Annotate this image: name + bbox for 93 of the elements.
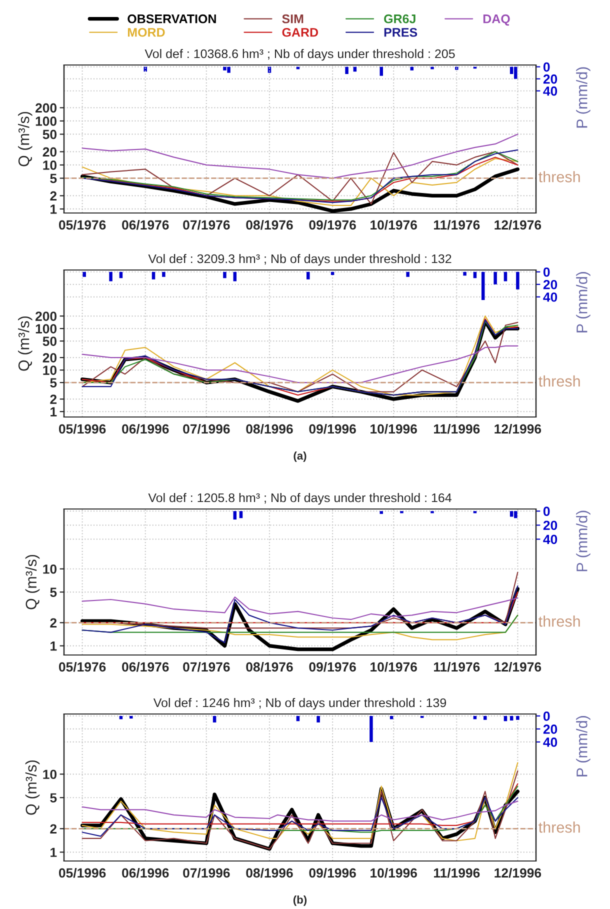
x-tick-label: 09/1976	[309, 220, 356, 230]
x-tick-label: 07/1996	[183, 424, 230, 434]
x-tick-label: 05/1976	[58, 220, 106, 230]
y-tick-label: 5	[50, 174, 57, 184]
y-tick-label: 20	[42, 353, 57, 362]
x-tick-label: 11/1976	[434, 220, 480, 230]
y-axis-title: Q (m³/s)	[18, 316, 32, 371]
y2-tick-label: 40	[543, 86, 558, 96]
x-tick-label: 05/1996	[58, 424, 106, 434]
x-tick-label: 05/1976	[58, 662, 106, 672]
text: (a)	[294, 452, 306, 462]
x-tick-label: 07/1976	[183, 662, 230, 672]
y2-tick-label: 0	[543, 506, 550, 516]
x-tick-label: 06/1976	[122, 220, 169, 230]
x-tick-label: 12/1976	[494, 662, 542, 672]
x-tick-label: 10/1976	[370, 662, 417, 672]
y-tick-label: 200	[36, 312, 57, 321]
x-tick-label: 12/1996	[494, 868, 542, 878]
x-tick-label: 07/1976	[183, 220, 230, 230]
chart-title: Vol def : 10368.6 hm³ ; Nb of days under threshold : 205	[144, 48, 455, 61]
x-tick-label: 12/1976	[494, 220, 542, 230]
y2-tick-label: 40	[543, 534, 558, 544]
y2-tick-label: 40	[543, 292, 558, 302]
x-tick-label: 11/1996	[434, 868, 480, 878]
y-tick-label: 1	[50, 204, 57, 214]
x-tick-label: 08/1976	[246, 662, 293, 672]
x-tick-label: 09/1976	[309, 662, 356, 672]
y2-tick-label: 0	[543, 62, 550, 72]
x-tick-label: 11/1976	[434, 662, 480, 672]
y-tick-label: 1	[50, 407, 57, 416]
y-tick-label: 5	[50, 793, 57, 803]
x-tick-label: 08/1996	[246, 424, 293, 434]
x-tick-label: 05/1996	[58, 868, 106, 878]
y-tick-label: 2	[50, 394, 57, 404]
x-tick-label: 10/1996	[370, 868, 417, 878]
y-tick-label: 1	[50, 642, 57, 651]
y-tick-label: 5	[50, 378, 57, 388]
y-tick-label: 2	[50, 618, 57, 628]
legend-label: GR6J	[384, 14, 416, 24]
y-tick-label: 20	[42, 147, 57, 157]
chart-title: Vol def : 3209.3 hm³ ; Nb of days under threshold : 132	[148, 254, 452, 266]
ref-line-label: thresh	[538, 171, 580, 182]
y-tick-label: 2	[50, 824, 57, 834]
x-tick-label: 10/1976	[370, 220, 417, 230]
y2-axis-title: P (mm/d)	[576, 510, 590, 572]
chart-title: Vol def : 1205.8 hm³ ; Nb of days under threshold : 164	[148, 492, 452, 505]
x-tick-label: 08/1996	[246, 868, 293, 878]
x-tick-label: 12/1996	[494, 424, 542, 434]
y2-tick-label: 20	[543, 520, 558, 530]
y-tick-label: 50	[42, 130, 57, 140]
y2-tick-label: 20	[543, 74, 558, 84]
legend-label: PRES	[384, 28, 418, 37]
y2-axis-title: P (mm/d)	[576, 716, 590, 776]
x-tick-label: 06/1996	[122, 424, 169, 434]
legend-label: OBSERVATION	[128, 14, 216, 24]
y-tick-label: 200	[36, 103, 57, 113]
y-tick-label: 10	[43, 770, 57, 780]
ref-line-label: thresh	[538, 616, 580, 627]
y-tick-label: 10	[43, 564, 57, 574]
y-tick-label: 2	[50, 191, 57, 201]
y-axis-title: Q (m³/s)	[25, 554, 40, 610]
x-tick-label: 06/1976	[122, 662, 169, 672]
y2-axis-title: P (mm/d)	[576, 67, 590, 128]
y2-axis-title: P (mm/d)	[576, 272, 590, 332]
legend-label: GARD	[282, 28, 318, 37]
y-tick-label: 100	[36, 116, 57, 126]
x-tick-label: 09/1996	[309, 868, 356, 878]
ref-line-label: thresh	[538, 375, 580, 387]
y2-tick-label: 0	[543, 712, 550, 721]
y-tick-label: 50	[42, 336, 57, 346]
y-tick-label: 10	[43, 366, 57, 375]
y-tick-label: 5	[50, 588, 57, 597]
x-tick-label: 11/1996	[434, 424, 480, 434]
ref-line-label: thresh	[538, 822, 580, 833]
y2-tick-label: 40	[543, 738, 558, 747]
legend-label: SIM	[282, 14, 304, 24]
y-tick-label: 10	[43, 160, 57, 170]
y-axis-title: Q (m³/s)	[18, 112, 32, 166]
text: (b)	[293, 896, 307, 906]
chart-title: Vol def : 1246 hm³ ; Nb of days under threshold : 139	[153, 698, 446, 710]
y-tick-label: 100	[36, 324, 57, 334]
x-tick-label: 08/1976	[246, 220, 293, 230]
legend-label: DAQ	[483, 14, 510, 26]
x-tick-label: 10/1996	[370, 424, 417, 434]
x-tick-label: 09/1996	[309, 424, 356, 434]
y-tick-label: 1	[50, 848, 57, 857]
x-tick-label: 07/1996	[183, 868, 230, 878]
legend-label: MORD	[128, 28, 165, 37]
y-axis-title: Q (m³/s)	[25, 760, 40, 815]
y2-tick-label: 20	[543, 724, 558, 734]
x-tick-label: 06/1996	[122, 868, 169, 878]
y2-tick-label: 20	[543, 280, 558, 290]
y2-tick-label: 0	[543, 267, 550, 277]
